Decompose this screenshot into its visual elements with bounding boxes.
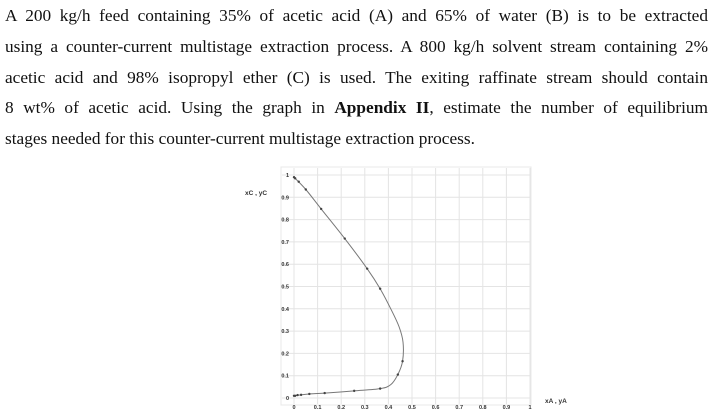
problem-line-4-tail: , estimate the number of equilibrium bbox=[429, 98, 709, 118]
x-tick-label: 0.2 bbox=[337, 405, 345, 411]
data-point bbox=[323, 391, 326, 395]
data-point bbox=[292, 394, 296, 397]
y-tick-label: 0.4 bbox=[281, 307, 290, 313]
y-tick-label: 0.8 bbox=[281, 218, 289, 224]
grid bbox=[282, 168, 531, 404]
y-tick-label: 0.3 bbox=[281, 329, 289, 335]
data-point bbox=[396, 373, 400, 376]
x-axis-label: xA , yA bbox=[545, 398, 567, 405]
x-tick-label: 0.1 bbox=[314, 405, 322, 411]
x-tick-label: 0.8 bbox=[479, 405, 487, 411]
data-point bbox=[352, 389, 356, 393]
x-tick-label: 0.5 bbox=[408, 405, 416, 411]
y-tick-label: 0.9 bbox=[281, 195, 289, 201]
data-point bbox=[297, 180, 300, 183]
y-tick-label: 0.5 bbox=[281, 285, 289, 291]
data-point bbox=[299, 393, 303, 397]
problem-line-4-text: 8 wt% of acetic acid. Using the graph in bbox=[5, 98, 335, 118]
x-tick-label: 0.6 bbox=[432, 405, 440, 411]
data-point bbox=[343, 237, 346, 240]
data-point bbox=[378, 287, 382, 290]
problem-line-4: 8 wt% of acetic acid. Using the graph in… bbox=[5, 93, 708, 124]
problem-line-1: A 200 kg/h feed containing 35% of acetic… bbox=[5, 6, 708, 25]
y-tick-label: 0.2 bbox=[281, 351, 289, 357]
data-point bbox=[319, 207, 323, 211]
data-point bbox=[378, 387, 382, 390]
x-tick-label: 0.7 bbox=[455, 405, 463, 411]
y-tick-label: 0.6 bbox=[281, 262, 289, 268]
y-tick-label: 1 bbox=[286, 173, 289, 179]
y-tick-label: 0 bbox=[286, 396, 289, 402]
data-point bbox=[304, 188, 307, 191]
x-tick-label: 0.3 bbox=[361, 405, 369, 411]
equilibrium-curve bbox=[293, 176, 404, 397]
data-point bbox=[293, 177, 297, 180]
tick-labels: 0 0.1 0.2 0.3 0.4 0.5 0.6 0.7 0.8 0.9 1 0 0.1 0.2 0.3 0… bbox=[281, 173, 531, 411]
y-tick-label: 0.1 bbox=[281, 374, 289, 380]
x-tick-label: 0.9 bbox=[503, 405, 511, 411]
problem-line-2: using a counter-current multistage extra… bbox=[5, 36, 708, 56]
y-tick-label: 0.7 bbox=[281, 240, 289, 246]
appendix-reference: Appendix II bbox=[334, 98, 430, 118]
problem-line-5: stages needed for this counter-current m… bbox=[5, 129, 475, 149]
x-tick-label: 0 bbox=[292, 405, 295, 411]
data-point bbox=[401, 360, 404, 363]
x-tick-label: 1 bbox=[528, 405, 531, 411]
problem-line-3: acetic acid and 98% isopropyl ether (C) … bbox=[5, 67, 708, 87]
y-axis-label: xC , yC bbox=[245, 190, 267, 197]
problem-statement: A 200 kg/h feed containing 35% of acetic… bbox=[5, 1, 708, 155]
data-point bbox=[308, 392, 311, 396]
data-points bbox=[292, 176, 404, 397]
data-point bbox=[296, 393, 299, 397]
x-tick-label: 0.4 bbox=[385, 405, 394, 411]
data-point bbox=[365, 267, 369, 270]
